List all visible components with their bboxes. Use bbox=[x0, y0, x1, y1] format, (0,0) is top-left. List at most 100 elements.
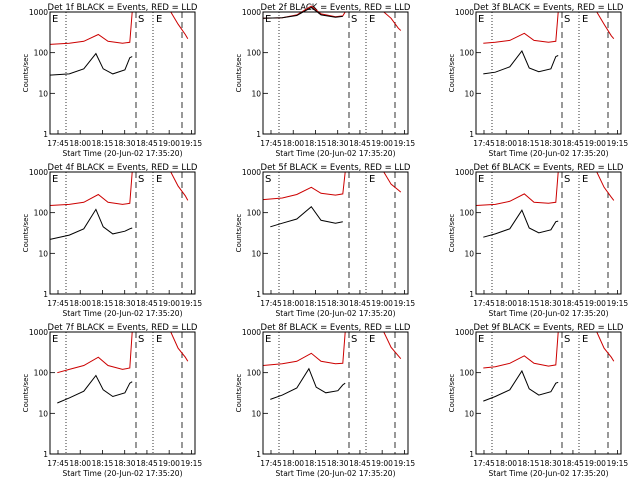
det4-xtick-label-0: 17:45 bbox=[47, 299, 69, 308]
det8-marker-left: E bbox=[265, 334, 271, 345]
det3-marker-left: E bbox=[478, 14, 484, 25]
det5-marker-right: E bbox=[369, 174, 375, 185]
det7-xtick-label-3: 18:30 bbox=[114, 459, 136, 468]
det5-ytick-label-2: 100 bbox=[247, 209, 262, 218]
det2-marker-right: E bbox=[369, 14, 375, 25]
det8-marker-right: E bbox=[369, 334, 375, 345]
det8-plot-frame bbox=[262, 331, 409, 455]
det9-plot-frame bbox=[475, 331, 622, 455]
det8-title: Det 8f BLACK = Events, RED = LLD bbox=[261, 323, 411, 333]
det1-xtick-label-4: 18:45 bbox=[136, 139, 158, 148]
det1-series-events bbox=[49, 52, 133, 76]
det5-xtick-label-5: 19:00 bbox=[371, 299, 393, 308]
det6-ytick-label-3: 1000 bbox=[455, 168, 474, 177]
det1-marker-right: E bbox=[156, 14, 162, 25]
det6-xtick-label-3: 18:30 bbox=[540, 299, 562, 308]
det6-xtick-label-0: 17:45 bbox=[473, 299, 495, 308]
det9-marker-left: E bbox=[478, 334, 484, 345]
det9-xlabel: Start Time (20-Jun-02 17:35:20) bbox=[489, 469, 609, 478]
det9-xtick-label-3: 18:30 bbox=[540, 459, 562, 468]
det9-marker-right: E bbox=[582, 334, 588, 345]
det9-xtick-label-5: 19:00 bbox=[584, 459, 606, 468]
det4-xtick-label-4: 18:45 bbox=[136, 299, 158, 308]
det3-xtick-label-2: 18:15 bbox=[518, 139, 540, 148]
det6-xtick-label-6: 19:15 bbox=[607, 299, 629, 308]
det9-ylabel: Counts/sec bbox=[448, 374, 456, 413]
det9-series-lld bbox=[483, 331, 615, 369]
det6-ytick-label-2: 100 bbox=[460, 209, 475, 218]
det3-xlabel: Start Time (20-Jun-02 17:35:20) bbox=[489, 149, 609, 158]
det8-xtick-label-1: 18:00 bbox=[282, 459, 304, 468]
det5-xtick-label-6: 19:15 bbox=[394, 299, 416, 308]
det5-xtick-label-2: 18:15 bbox=[305, 299, 327, 308]
det2-ylabel: Counts/sec bbox=[235, 54, 243, 93]
det6-xtick-label-1: 18:00 bbox=[495, 299, 517, 308]
det8-xtick-label-2: 18:15 bbox=[305, 459, 327, 468]
det1-ytick-label-2: 100 bbox=[34, 49, 49, 58]
det7-plot-frame bbox=[49, 331, 196, 455]
det8-ytick-label-3: 1000 bbox=[242, 328, 261, 337]
det3-ytick-label-2: 100 bbox=[460, 49, 475, 58]
det2-title: Det 2f BLACK = Events, RED = LLD bbox=[261, 3, 411, 13]
det6-xtick-label-4: 18:45 bbox=[562, 299, 584, 308]
det8-xtick-label-5: 19:00 bbox=[371, 459, 393, 468]
det2-plot-frame bbox=[262, 11, 409, 135]
det5-ytick-label-0: 1 bbox=[256, 290, 261, 299]
det2-xtick-label-0: 17:45 bbox=[260, 139, 282, 148]
det7-ytick-label-0: 1 bbox=[43, 450, 48, 459]
det9-ytick-label-1: 10 bbox=[464, 409, 474, 418]
det7-title: Det 7f BLACK = Events, RED = LLD bbox=[48, 323, 198, 333]
det4-series-events bbox=[49, 208, 133, 240]
det5-plot-frame bbox=[262, 171, 409, 295]
det8-xtick-label-0: 17:45 bbox=[260, 459, 282, 468]
det4-xlabel: Start Time (20-Jun-02 17:35:20) bbox=[63, 309, 183, 318]
det6-ytick-label-0: 1 bbox=[469, 290, 474, 299]
det1-xtick-label-6: 19:15 bbox=[181, 139, 203, 148]
det7-xtick-label-2: 18:15 bbox=[92, 459, 114, 468]
det2-series-lld bbox=[262, 5, 402, 31]
det9-ytick-label-3: 1000 bbox=[455, 328, 474, 337]
det7-xtick-label-6: 19:15 bbox=[181, 459, 203, 468]
det5-ytick-label-3: 1000 bbox=[242, 168, 261, 177]
det3-ylabel: Counts/sec bbox=[448, 54, 456, 93]
det9-xtick-label-6: 19:15 bbox=[607, 459, 629, 468]
det1-xtick-label-5: 19:00 bbox=[158, 139, 180, 148]
det6-marker-right: E bbox=[582, 174, 588, 185]
det1-plot-frame bbox=[49, 11, 196, 135]
det6-xlabel: Start Time (20-Jun-02 17:35:20) bbox=[489, 309, 609, 318]
det4-ytick-label-1: 10 bbox=[38, 249, 48, 258]
det3-series-events bbox=[483, 50, 559, 75]
det1-ylabel: Counts/sec bbox=[22, 54, 30, 93]
det7-xtick-label-4: 18:45 bbox=[136, 459, 158, 468]
det3-xtick-label-0: 17:45 bbox=[473, 139, 495, 148]
det2-marker-left: E bbox=[265, 14, 271, 25]
det6-xtick-label-2: 18:15 bbox=[518, 299, 540, 308]
det5-xtick-label-4: 18:45 bbox=[349, 299, 371, 308]
det8-ytick-label-0: 1 bbox=[256, 450, 261, 459]
det6-marker-mid: S bbox=[564, 174, 570, 185]
det4-xtick-label-3: 18:30 bbox=[114, 299, 136, 308]
det4-xtick-label-2: 18:15 bbox=[92, 299, 114, 308]
det5-ytick-label-1: 10 bbox=[251, 249, 261, 258]
det5-series-lld bbox=[262, 171, 402, 201]
det7-xlabel: Start Time (20-Jun-02 17:35:20) bbox=[63, 469, 183, 478]
det2-xtick-label-2: 18:15 bbox=[305, 139, 327, 148]
det9-title: Det 9f BLACK = Events, RED = LLD bbox=[474, 323, 624, 333]
det3-title: Det 3f BLACK = Events, RED = LLD bbox=[474, 3, 624, 13]
det4-marker-mid: S bbox=[138, 174, 144, 185]
det3-series-lld bbox=[483, 11, 615, 44]
det8-ytick-label-1: 10 bbox=[251, 409, 261, 418]
det1-xtick-label-3: 18:30 bbox=[114, 139, 136, 148]
det1-xlabel: Start Time (20-Jun-02 17:35:20) bbox=[63, 149, 183, 158]
det3-xtick-label-6: 19:15 bbox=[607, 139, 629, 148]
det2-ytick-label-3: 1000 bbox=[242, 8, 261, 17]
det7-series-events bbox=[57, 374, 133, 404]
det4-xtick-label-5: 19:00 bbox=[158, 299, 180, 308]
det5-ylabel: Counts/sec bbox=[235, 214, 243, 253]
det4-title: Det 4f BLACK = Events, RED = LLD bbox=[48, 163, 198, 173]
det4-plot-frame bbox=[49, 171, 196, 295]
det2-xtick-label-5: 19:00 bbox=[371, 139, 393, 148]
det7-ytick-label-1: 10 bbox=[38, 409, 48, 418]
det6-xtick-label-5: 19:00 bbox=[584, 299, 606, 308]
det1-marker-left: E bbox=[52, 14, 58, 25]
